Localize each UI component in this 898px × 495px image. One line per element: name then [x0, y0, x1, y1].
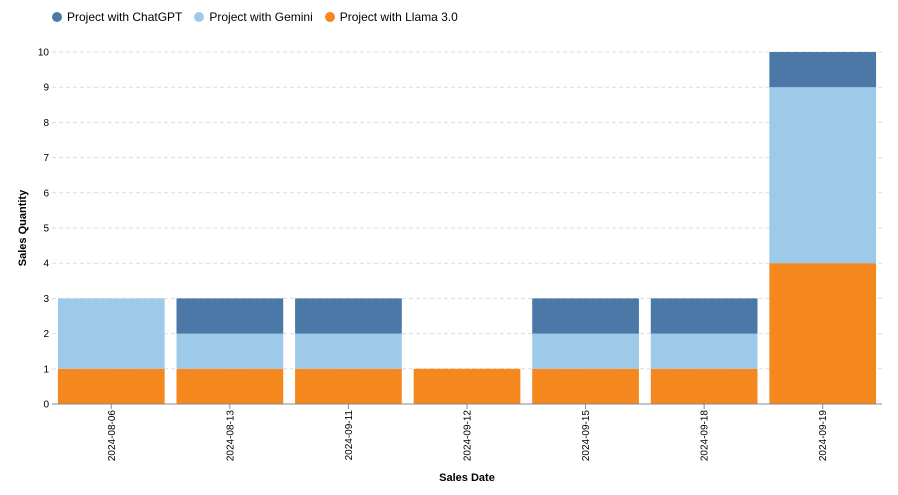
bar-segment[interactable]	[650, 333, 758, 369]
bar-segment[interactable]	[769, 52, 877, 88]
bar-segment[interactable]	[532, 298, 639, 334]
legend-swatch-gemini	[194, 12, 205, 22]
legend-swatch-llama	[324, 12, 335, 22]
y-tick-label: 5	[43, 224, 49, 235]
bar-segment[interactable]	[295, 368, 402, 404]
x-tick-label: 2024-08-13	[225, 410, 236, 462]
bar-segment[interactable]	[176, 333, 284, 369]
bar-segment[interactable]	[176, 368, 284, 404]
bar-segment[interactable]	[295, 298, 402, 334]
legend-item-chatgpt[interactable]: Project with ChatGPT	[52, 10, 182, 24]
bar-segment[interactable]	[532, 368, 639, 404]
bar-segment[interactable]	[57, 368, 165, 404]
x-tick-label: 2024-08-06	[107, 410, 118, 462]
y-axis: 0 1 2 3 4 5 6 7 8 9 10	[38, 48, 50, 411]
legend: Project with ChatGPT Project with Gemini…	[52, 10, 458, 24]
legend-item-gemini[interactable]: Project with Gemini	[194, 10, 313, 24]
y-tick-label: 0	[43, 400, 49, 411]
y-tick-label: 8	[43, 118, 49, 129]
legend-label-chatgpt: Project with ChatGPT	[67, 10, 183, 24]
y-tick-label: 6	[43, 188, 49, 199]
bar-segment[interactable]	[769, 87, 877, 264]
y-tick-label: 2	[43, 329, 49, 340]
bar-segment[interactable]	[176, 298, 284, 334]
bars	[57, 52, 877, 404]
y-tick-label: 10	[38, 48, 50, 59]
y-tick-label: 7	[43, 153, 49, 164]
y-tick-label: 3	[43, 294, 49, 305]
legend-label-gemini: Project with Gemini	[209, 10, 313, 24]
x-axis-title: Sales Date	[439, 472, 495, 484]
x-tick-label: 2024-09-12	[463, 410, 474, 462]
bar-segment[interactable]	[532, 333, 639, 369]
x-tick-label: 2024-09-15	[581, 410, 592, 462]
x-tick-label: 2024-09-11	[344, 410, 355, 461]
x-axis: 2024-08-06 2024-08-13 2024-09-11 2024-09-12…	[52, 403, 882, 462]
bar-segment[interactable]	[57, 298, 165, 369]
x-tick-label: 2024-09-18	[700, 410, 711, 462]
legend-label-llama: Project with Llama 3.0	[339, 10, 458, 24]
legend-item-llama[interactable]: Project with Llama 3.0	[324, 10, 458, 24]
y-tick-label: 9	[43, 83, 49, 94]
bar-segment[interactable]	[650, 298, 758, 334]
bar-segment[interactable]	[650, 368, 758, 404]
legend-swatch-chatgpt	[52, 12, 62, 22]
y-tick-label: 4	[43, 259, 49, 270]
x-tick-label: 2024-09-19	[818, 410, 829, 462]
bar-segment[interactable]	[769, 263, 877, 404]
bar-segment[interactable]	[295, 333, 402, 369]
bar-segment[interactable]	[413, 368, 521, 404]
y-tick-label: 1	[43, 364, 49, 375]
y-axis-title: Sales Quantity	[17, 189, 29, 266]
